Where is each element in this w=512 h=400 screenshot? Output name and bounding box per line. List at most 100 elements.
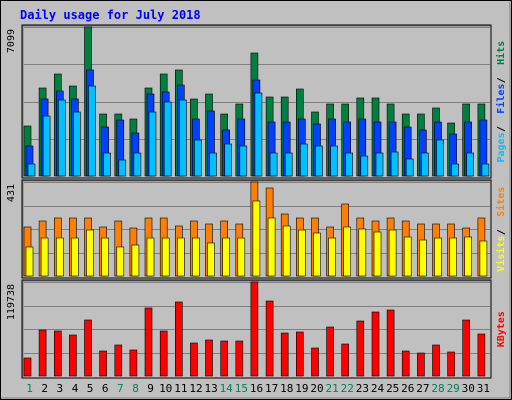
day-label-25: 25 (386, 382, 399, 395)
bar-pages-day-11 (179, 99, 187, 177)
bar-visits-day-15 (237, 237, 246, 277)
bar-visits-day-8 (131, 244, 140, 277)
bar-pages-day-3 (57, 99, 66, 177)
bar-pages-day-10 (163, 101, 172, 177)
bar-kbytes-day-23 (356, 320, 365, 377)
bar-kbytes-day-8 (129, 349, 138, 377)
day-label-21: 21 (325, 382, 338, 395)
bar-visits-day-27 (419, 239, 427, 277)
bar-pages-day-13 (209, 152, 217, 177)
bar-visits-day-18 (282, 225, 291, 277)
bar-visits-day-5 (86, 229, 94, 277)
bar-kbytes-day-7 (114, 344, 123, 377)
bar-pages-day-29 (451, 163, 459, 177)
bar-visits-day-24 (373, 231, 382, 277)
series-label-pages: Pages (496, 132, 507, 162)
day-label-31: 31 (477, 382, 490, 395)
bar-pages-day-4 (73, 111, 81, 177)
bar-visits-day-23 (358, 228, 367, 277)
bar-kbytes-day-17 (265, 300, 274, 377)
bar-visits-day-22 (343, 226, 352, 277)
day-label-19: 19 (295, 382, 308, 395)
bar-kbytes-day-12 (190, 342, 198, 377)
bar-kbytes-day-24 (371, 311, 380, 377)
bar-pages-day-22 (345, 152, 354, 177)
day-label-30: 30 (462, 382, 475, 395)
day-label-24: 24 (371, 382, 385, 395)
day-label-2: 2 (41, 382, 48, 395)
bar-kbytes-day-25 (386, 309, 395, 377)
bar-visits-day-3 (55, 237, 64, 277)
bar-visits-day-30 (464, 236, 473, 277)
day-label-20: 20 (310, 382, 323, 395)
bar-kbytes-day-20 (311, 347, 319, 377)
series-separator-hits-1: / (496, 126, 507, 132)
bar-visits-day-13 (207, 242, 215, 277)
bar-kbytes-day-19 (295, 331, 304, 377)
bar-visits-day-19 (297, 229, 306, 277)
bar-kbytes-day-18 (280, 332, 289, 377)
bar-pages-day-20 (315, 145, 323, 177)
day-label-14: 14 (220, 382, 234, 395)
bar-kbytes-day-21 (326, 326, 334, 377)
axis-max-label-hits: 7099 (6, 29, 17, 53)
day-label-10: 10 (159, 382, 172, 395)
bar-visits-day-29 (449, 237, 457, 277)
bar-visits-day-10 (161, 237, 170, 277)
bar-visits-day-17 (267, 217, 276, 277)
day-label-17: 17 (265, 382, 278, 395)
bar-pages-day-2 (42, 115, 51, 177)
bar-kbytes-day-29 (447, 351, 455, 377)
bar-kbytes-day-2 (38, 329, 47, 377)
bar-pages-day-23 (360, 155, 369, 177)
bar-kbytes-day-10 (159, 330, 168, 377)
bar-pages-day-31 (481, 163, 490, 177)
bar-visits-day-28 (434, 237, 442, 277)
series-label-visits: Visits (495, 236, 507, 272)
day-label-5: 5 (87, 382, 94, 395)
bar-visits-day-6 (101, 237, 109, 277)
bar-pages-day-1 (27, 163, 36, 177)
day-label-23: 23 (356, 382, 369, 395)
day-label-26: 26 (401, 382, 414, 395)
series-label-kbytes: KBytes (496, 311, 507, 347)
day-label-18: 18 (280, 382, 293, 395)
bar-pages-day-26 (405, 158, 414, 177)
bar-pages-day-7 (118, 159, 127, 177)
bar-kbytes-day-15 (235, 340, 244, 377)
bar-kbytes-day-28 (432, 344, 440, 377)
bar-kbytes-day-1 (23, 357, 32, 377)
day-label-4: 4 (72, 382, 79, 395)
bar-pages-day-8 (133, 152, 142, 177)
day-label-28: 28 (431, 382, 444, 395)
axis-max-label-kbytes: 119738 (6, 284, 17, 320)
bar-kbytes-day-16 (250, 281, 259, 377)
day-label-12: 12 (189, 382, 202, 395)
bar-pages-day-12 (194, 139, 202, 177)
bar-kbytes-day-30 (462, 319, 471, 377)
day-label-15: 15 (235, 382, 248, 395)
bar-pages-day-24 (375, 152, 384, 177)
bar-visits-day-14 (222, 237, 230, 277)
bar-kbytes-day-3 (53, 330, 62, 377)
bar-visits-day-20 (313, 232, 321, 277)
day-label-6: 6 (102, 382, 109, 395)
bar-visits-day-21 (328, 237, 336, 277)
bar-pages-day-15 (239, 145, 248, 177)
bar-kbytes-day-5 (84, 319, 92, 377)
bar-visits-day-7 (116, 246, 125, 277)
bar-kbytes-day-4 (69, 334, 77, 377)
bar-kbytes-day-14 (220, 340, 228, 377)
bar-kbytes-day-31 (477, 333, 486, 377)
series-label-sites: Sites (495, 187, 507, 217)
day-label-27: 27 (416, 382, 429, 395)
bar-pages-day-19 (299, 143, 308, 177)
bar-visits-day-25 (388, 229, 397, 277)
bar-visits-day-11 (177, 237, 185, 277)
bar-visits-day-31 (479, 240, 488, 277)
bar-pages-day-14 (224, 143, 232, 177)
bar-pages-day-9 (148, 111, 157, 177)
series-separator-hits-2: / (496, 77, 507, 83)
bar-kbytes-day-26 (401, 350, 410, 377)
